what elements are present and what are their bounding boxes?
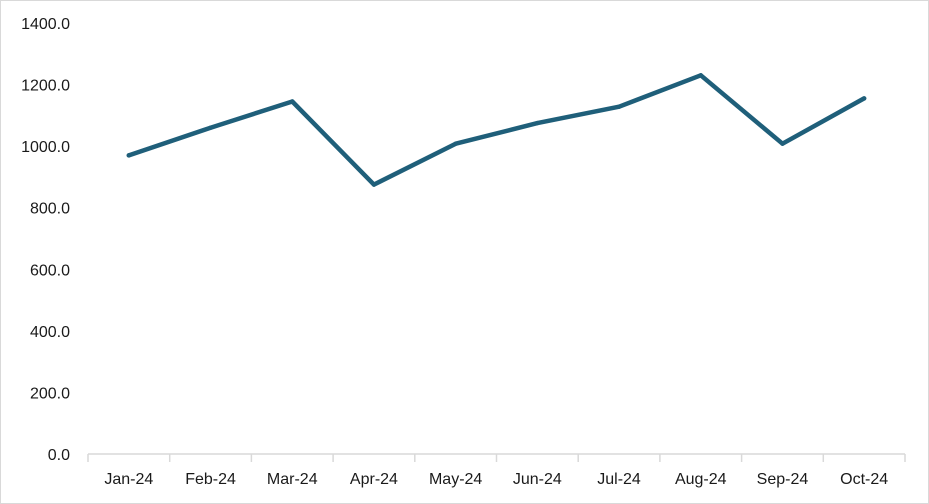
x-tick-label: May-24 [429, 471, 482, 488]
data-point [126, 153, 132, 158]
data-point [616, 104, 622, 109]
x-tick-label: Mar-24 [267, 471, 318, 488]
y-tick-label: 0.0 [48, 447, 70, 464]
y-tick-label: 600.0 [30, 262, 70, 279]
x-tick-label: Jun-24 [513, 471, 562, 488]
y-tick-label: 1400.0 [21, 16, 70, 33]
data-point [780, 141, 785, 146]
data-point [698, 73, 703, 78]
x-tick-label: Aug-24 [675, 471, 727, 488]
y-axis: 0.0 200.0 400.0 600.0 800.0 1000.0 1200.0 1400.… [21, 16, 70, 464]
x-axis [87, 453, 906, 462]
y-tick-label: 800.0 [30, 201, 70, 218]
x-tick-label: Oct-24 [840, 471, 888, 488]
series-group [126, 73, 867, 187]
x-tick-label: Feb-24 [185, 471, 236, 488]
x-tick-label: Jan-24 [104, 471, 153, 488]
y-tick-label: 400.0 [30, 324, 70, 341]
series-line [126, 73, 867, 187]
data-point [290, 99, 295, 104]
x-tick-label: Sep-24 [757, 471, 809, 488]
data-point [535, 120, 540, 126]
data-point [861, 96, 867, 101]
y-tick-label: 1000.0 [21, 139, 70, 156]
data-point [371, 182, 377, 187]
data-point [208, 125, 213, 130]
y-tick-label: 1200.0 [21, 78, 70, 95]
x-tick-label: Apr-24 [350, 471, 398, 488]
x-tick-label: Jul-24 [597, 471, 641, 488]
y-tick-label: 200.0 [30, 385, 70, 402]
x-axis-labels: Jan-24 Feb-24 Mar-24 Apr-24 May-24 Jun-24 Jul-… [104, 471, 888, 488]
data-point [453, 141, 458, 146]
